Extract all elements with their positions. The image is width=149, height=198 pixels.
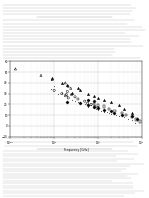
Point	[65, 93, 67, 96]
Point	[92, 94, 95, 97]
Point	[125, 113, 128, 117]
Y-axis label: Output power (dBm): Output power (dBm)	[0, 84, 1, 114]
Point	[135, 118, 138, 121]
Point	[134, 121, 136, 124]
Point	[79, 89, 82, 92]
Point	[94, 105, 96, 108]
Point	[110, 101, 112, 104]
Point	[50, 88, 52, 91]
Point	[103, 108, 105, 111]
Point	[66, 94, 69, 97]
Point	[113, 111, 116, 115]
Point	[66, 101, 69, 104]
Point	[110, 109, 112, 112]
Point	[61, 92, 63, 95]
Point	[70, 98, 73, 102]
Point	[108, 111, 110, 115]
Point	[90, 103, 92, 106]
Point	[70, 87, 72, 90]
Point	[103, 110, 105, 113]
Point	[87, 98, 89, 102]
Point	[108, 107, 110, 110]
Point	[123, 116, 125, 119]
Point	[113, 109, 116, 112]
Point	[97, 96, 99, 100]
Point	[97, 106, 99, 109]
Point	[120, 113, 123, 117]
Point	[70, 93, 73, 96]
Point	[67, 85, 69, 88]
Point	[92, 106, 95, 109]
Point	[97, 106, 99, 109]
Point	[64, 94, 66, 97]
Point	[66, 90, 69, 93]
Point	[120, 111, 123, 115]
Point	[86, 102, 89, 105]
Point	[53, 85, 55, 88]
Point	[67, 96, 69, 100]
Point	[74, 100, 76, 103]
Point	[40, 74, 42, 77]
Point	[103, 98, 105, 102]
Point	[87, 92, 89, 95]
Point	[115, 113, 117, 117]
Point	[70, 91, 73, 94]
Point	[95, 107, 97, 110]
Point	[86, 104, 89, 107]
Point	[100, 109, 103, 112]
Point	[92, 100, 95, 103]
Point	[131, 119, 133, 122]
Point	[66, 83, 69, 87]
Point	[61, 81, 63, 85]
Point	[79, 102, 82, 105]
Point	[56, 92, 59, 95]
Point	[131, 115, 133, 118]
Point	[79, 101, 82, 104]
Point	[14, 67, 17, 70]
X-axis label: Frequency [GHz]: Frequency [GHz]	[64, 148, 88, 152]
Point	[97, 108, 99, 111]
Point	[90, 104, 92, 107]
Point	[135, 118, 138, 121]
Point	[139, 120, 142, 123]
Point	[87, 105, 89, 108]
Point	[61, 91, 63, 94]
Point	[92, 103, 95, 106]
Point	[70, 92, 72, 95]
Point	[123, 107, 125, 110]
Point	[97, 104, 99, 107]
Point	[74, 95, 76, 98]
Point	[51, 76, 53, 79]
Point	[51, 78, 53, 81]
Point	[77, 101, 79, 104]
Point	[53, 89, 55, 92]
Point	[131, 111, 133, 115]
Point	[103, 105, 105, 108]
Point	[64, 81, 66, 85]
Point	[106, 110, 108, 113]
Point	[118, 115, 120, 118]
Point	[83, 103, 86, 106]
Point	[77, 97, 79, 101]
Point	[77, 87, 79, 90]
Point	[118, 104, 120, 107]
Point	[127, 118, 130, 121]
Point	[110, 112, 112, 116]
Point	[92, 105, 95, 108]
Point	[131, 116, 133, 119]
Point	[83, 100, 86, 103]
